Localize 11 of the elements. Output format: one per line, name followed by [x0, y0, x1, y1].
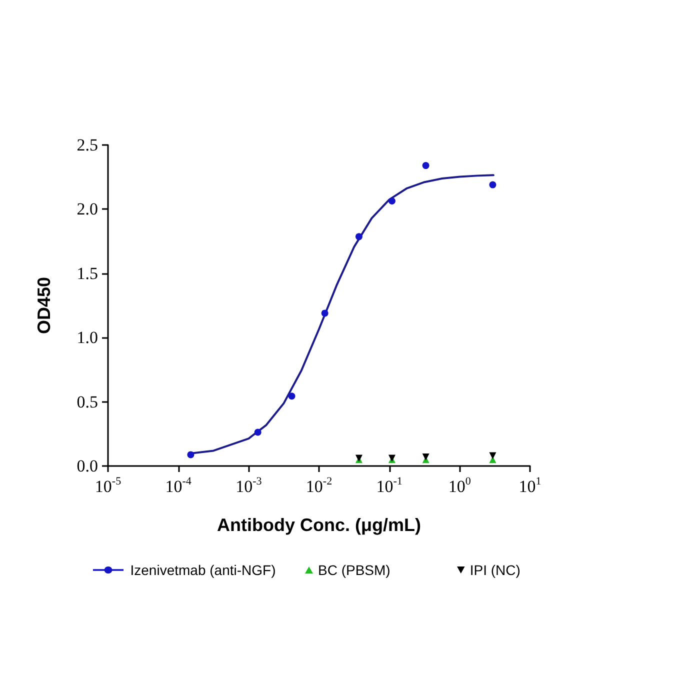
- legend-label: IPI (NC): [470, 562, 520, 578]
- y-tick-label: 0.5: [76, 392, 98, 412]
- y-axis-title: OD450: [34, 276, 54, 334]
- y-tick-label: 0.0: [76, 456, 98, 476]
- y-tick-label: 1.5: [76, 264, 98, 283]
- y-tick-label: 2.0: [76, 200, 98, 219]
- legend-label: Izenivetmab (anti-NGF): [130, 562, 276, 578]
- x-axis-title: Antibody Conc. (μg/mL): [217, 515, 421, 535]
- y-tick-label: 1.0: [76, 328, 98, 348]
- y-tick-label: 2.5: [76, 136, 98, 154]
- legend-label: BC (PBSM): [318, 562, 390, 578]
